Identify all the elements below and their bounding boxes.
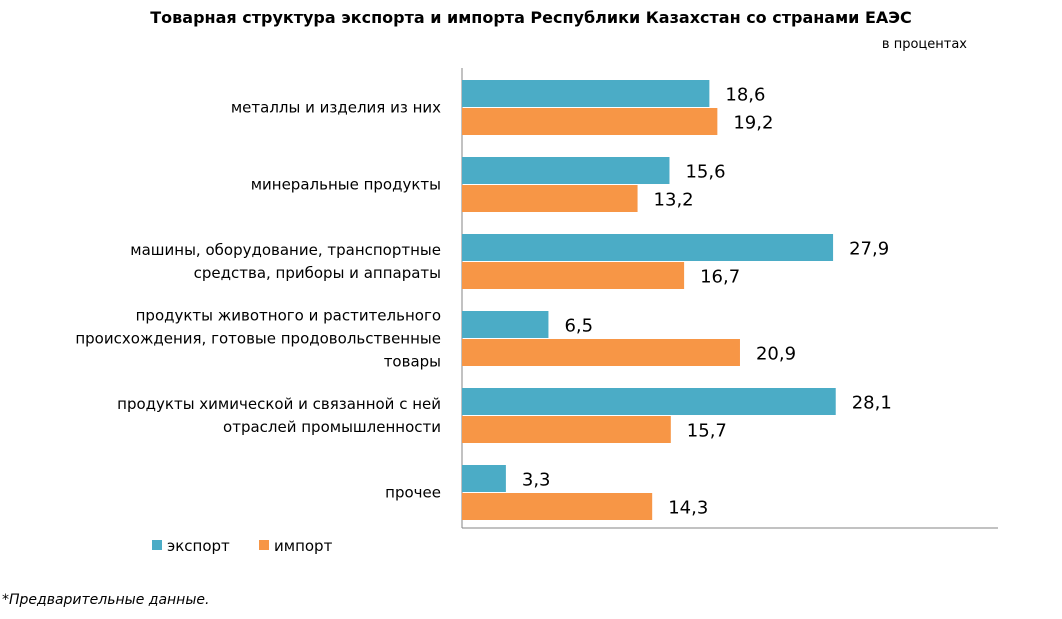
chart-bars [462,80,836,520]
category-label-3-line-2: товары [384,353,441,371]
bar-import-2 [462,262,685,289]
category-label-4-line-0: продукты химической и связанной с ней [117,395,441,413]
category-label-3-line-1: происхождения, готовые продовольственные [75,330,441,348]
bar-export-1 [462,157,670,184]
chart-axes [461,68,998,529]
units-label: в процентах [881,37,967,52]
bar-export-3 [462,311,549,338]
category-label-2-line-1: средства, приборы и аппараты [194,264,441,282]
category-label-0-line-0: металлы и изделия из них [231,99,441,117]
bar-import-1 [462,185,638,212]
legend-swatch-import [259,540,269,550]
footnote: *Предварительные данные. [2,592,210,608]
data-label-import-5: 14,3 [668,498,708,519]
data-label-export-0: 18,6 [725,85,765,106]
category-label-5-line-0: прочее [385,484,441,502]
data-label-export-3: 6,5 [564,316,593,337]
data-label-import-2: 16,7 [700,267,740,288]
legend-label-export: экспорт [167,537,230,555]
bar-export-5 [462,465,506,492]
data-label-export-4: 28,1 [852,393,892,414]
bar-import-4 [462,416,671,443]
bar-import-0 [462,108,718,135]
category-label-4-line-1: отраслей промышленности [223,418,441,436]
bar-export-0 [462,80,710,107]
data-label-export-5: 3,3 [522,470,551,491]
legend-label-import: импорт [274,537,333,555]
bar-import-3 [462,339,740,366]
bar-export-2 [462,234,834,261]
bar-import-5 [462,493,653,520]
data-label-export-2: 27,9 [849,239,889,260]
bar-export-4 [462,388,836,415]
data-label-export-1: 15,6 [685,162,725,183]
category-label-1-line-0: минеральные продукты [251,176,441,194]
data-label-import-4: 15,7 [687,421,727,442]
category-label-2-line-0: машины, оборудование, транспортные [130,241,441,259]
data-label-import-1: 13,2 [654,190,694,211]
data-label-import-0: 19,2 [733,113,773,134]
chart-legend: экспорт импорт [152,537,333,555]
chart-labels: 18,6 19,2 металлы и изделия из них 15,6 13,2… [75,85,891,519]
category-label-3-line-0: продукты животного и растительного [136,307,441,325]
chart-title: Товарная структура экспорта и импорта Ре… [150,8,912,27]
legend-swatch-export [152,540,162,550]
data-label-import-3: 20,9 [756,344,796,365]
